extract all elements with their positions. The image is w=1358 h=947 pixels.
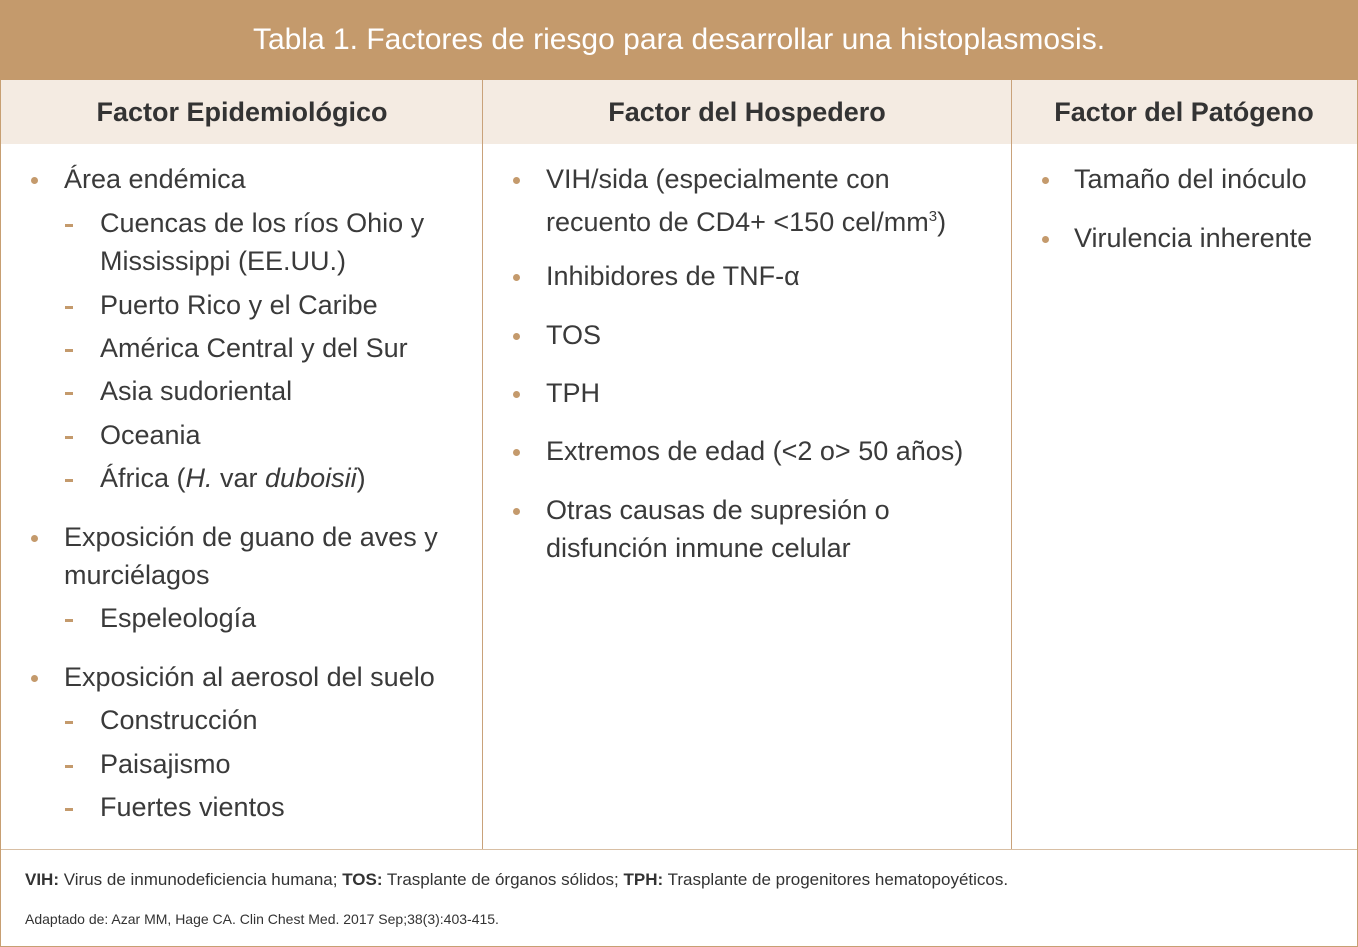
dash-icon (65, 436, 73, 439)
list-item: Exposición al aerosol del suelo (64, 662, 435, 692)
list-item: Área endémica (64, 164, 246, 194)
list-item-cont: murciélagos (64, 560, 210, 590)
list-item: Tamaño del inóculo (1074, 164, 1307, 194)
bullet-icon (513, 274, 520, 281)
bullet-icon (513, 449, 520, 456)
list-item: VIH/sida (especialmente con (546, 164, 890, 194)
sub-list-item: Construcción (100, 705, 258, 735)
sub-list-item: Cuencas de los ríos Ohio y (100, 208, 425, 238)
bullet-icon (513, 177, 520, 184)
column-divider (1011, 80, 1012, 850)
table-title: Tabla 1. Factores de riesgo para desarro… (252, 23, 1106, 56)
bullet-icon (31, 535, 38, 542)
footer-divider (1, 849, 1357, 850)
dash-icon (65, 721, 73, 724)
table-title-bar: Tabla 1. Factores de riesgo para desarro… (0, 0, 1358, 80)
dash-icon (65, 765, 73, 768)
dash-icon (65, 479, 73, 482)
list-item: Exposición de guano de aves y (64, 522, 438, 552)
bullet-icon (1042, 177, 1049, 184)
sub-list-item: Paisajismo (100, 749, 231, 779)
dash-icon (65, 349, 73, 352)
dash-icon (65, 619, 73, 622)
list-item: Extremos de edad (<2 o> 50 años) (546, 436, 964, 466)
list-item: TOS (546, 320, 602, 350)
bullet-icon (1042, 236, 1049, 243)
list-item-cont: recuento de CD4+ <150 cel/mm3) (546, 207, 947, 237)
dash-icon (65, 224, 73, 227)
sub-list-item: América Central y del Sur (100, 333, 408, 363)
header-epidemiologico: Factor Epidemiológico (96, 96, 388, 127)
sub-list-item: Oceania (100, 420, 201, 450)
dash-icon (65, 808, 73, 811)
list-item: Virulencia inherente (1074, 223, 1313, 253)
bullet-icon (513, 508, 520, 515)
list-item: Otras causas de supresión o (546, 495, 890, 525)
dash-icon (65, 392, 73, 395)
header-patogeno: Factor del Patógeno (1054, 96, 1314, 127)
sub-list-item-cont: Mississippi (EE.UU.) (100, 246, 347, 276)
list-item-cont: disfunción inmune celular (546, 533, 851, 563)
dash-icon (65, 306, 73, 309)
sub-list-item: Asia sudoriental (100, 376, 293, 406)
list-item: Inhibidores de TNF-α (546, 261, 800, 291)
list-item: TPH (546, 378, 600, 408)
column-header-row: Factor Epidemiológico Factor del Hospede… (1, 80, 1357, 144)
column-divider (482, 80, 483, 850)
abbreviations-footnote: VIH: Virus de inmunodeficiencia humana; … (25, 870, 1009, 889)
bullet-icon (513, 333, 520, 340)
bullet-icon (513, 391, 520, 398)
bullet-icon (31, 675, 38, 682)
sub-list-item-africa: África (H. var duboisii) (100, 463, 366, 493)
sub-list-item: Espeleología (100, 603, 257, 633)
sub-list-item: Puerto Rico y el Caribe (100, 290, 378, 320)
source-citation: Adaptado de: Azar MM, Hage CA. Clin Ches… (25, 911, 499, 927)
bullet-icon (31, 177, 38, 184)
sub-list-item: Fuertes vientos (100, 792, 285, 822)
header-hospedero: Factor del Hospedero (608, 96, 886, 127)
